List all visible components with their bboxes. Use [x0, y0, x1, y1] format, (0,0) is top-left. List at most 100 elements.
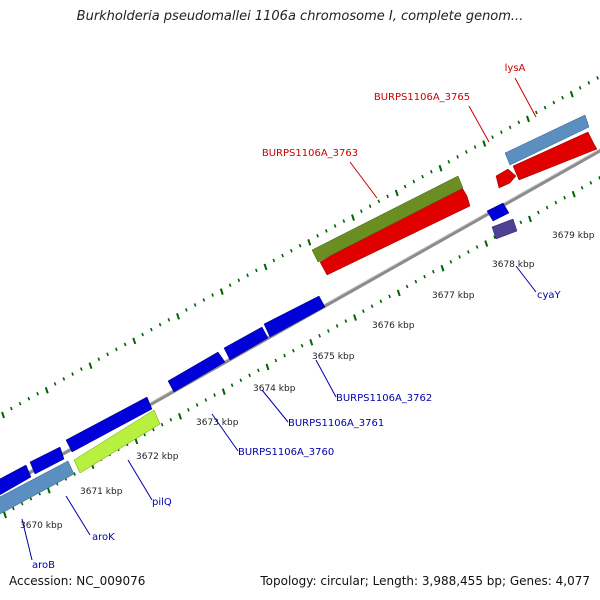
outer-tick	[561, 95, 564, 100]
outer-tick	[325, 229, 328, 233]
gene-arrow-cyaY[interactable]	[486, 202, 510, 222]
inner-tick	[221, 388, 226, 395]
outer-tick	[44, 387, 49, 394]
inner-tick	[327, 329, 330, 333]
inner-tick	[248, 373, 251, 378]
gene-arrow-pilQ[interactable]	[65, 396, 153, 453]
gene-arrow-aroB[interactable]	[0, 464, 32, 496]
outer-tick	[535, 110, 538, 115]
outer-tick	[360, 209, 363, 213]
outer-tick	[10, 406, 13, 411]
inner-tick	[563, 195, 566, 200]
gene-label-BURPS1106A_3762[interactable]: BURPS1106A_3762	[336, 393, 432, 404]
inner-tick	[344, 319, 348, 323]
gene-label-BURPS1106A_3765[interactable]: BURPS1106A_3765	[374, 92, 470, 103]
outer-tick	[569, 90, 574, 98]
outer-tick	[71, 372, 74, 376]
inner-tick	[300, 343, 304, 348]
gene-bar-cyaY-purple[interactable]	[491, 218, 518, 240]
tick-label: 3679 kbp	[552, 231, 595, 241]
leader-line-BURPS1106A_3761	[261, 389, 289, 423]
gene-bar-BURPS1106A_3763-olive[interactable]	[311, 175, 464, 263]
outer-tick	[246, 273, 249, 278]
inner-tick	[309, 338, 314, 346]
gene-arrow-BURPS1106A_3763[interactable]	[319, 183, 471, 276]
outer-tick	[298, 243, 302, 248]
gene-label-pilQ[interactable]: pilQ	[152, 497, 172, 508]
gene-arrow-aroK[interactable]	[29, 446, 65, 475]
outer-tick	[123, 342, 127, 347]
inner-tick	[388, 294, 391, 299]
leader-line-BURPS1106A_3762	[315, 359, 337, 398]
gene-bar-lysA-blue[interactable]	[504, 114, 590, 166]
outer-tick	[115, 347, 118, 352]
leader-line-BURPS1106A_3763	[349, 161, 378, 199]
gene-label-cyaY[interactable]: cyaY	[537, 290, 562, 301]
inner-tick	[405, 284, 409, 289]
gene-arrow-BURPS1106A_3760[interactable]	[167, 351, 226, 393]
inner-tick	[580, 185, 584, 190]
outer-tick	[552, 100, 556, 105]
outer-tick	[272, 258, 276, 263]
gene-arrow-BURPS1106A_3765[interactable]	[495, 168, 517, 189]
tick-label: 3675 kbp	[312, 352, 355, 362]
tick-label: 3678 kbp	[492, 260, 535, 270]
outer-tick	[263, 263, 268, 271]
gene-arrow-BURPS1106A_3762[interactable]	[263, 295, 326, 338]
gene-label-lysA[interactable]: lysA	[505, 63, 526, 74]
inner-tick	[230, 383, 234, 387]
outer-tick	[403, 184, 407, 189]
inner-tick	[12, 506, 15, 511]
leader-line-BURPS1106A_3760	[211, 413, 239, 452]
outer-tick	[377, 199, 381, 204]
inner-tick	[484, 240, 489, 247]
tick-labels: 3670 kbp 3671 kbp 3672 kbp 3673 kbp 3674 kbp…	[20, 231, 595, 531]
tick-label: 3674 kbp	[253, 384, 296, 394]
gene-bar-pilQ-lime[interactable]	[73, 409, 161, 474]
outer-tick	[211, 293, 214, 297]
outer-tick-track	[1, 76, 599, 419]
gene-label-aroK[interactable]: aroK	[92, 532, 115, 543]
inner-tick	[213, 393, 216, 397]
outer-tick	[150, 327, 153, 332]
inner-tick	[353, 314, 357, 321]
outer-tick	[386, 194, 389, 199]
topology-summary: Topology: circular; Length: 3,988,455 bp…	[260, 574, 590, 588]
leader-line-pilQ	[127, 459, 153, 501]
outer-tick	[1, 411, 5, 419]
inner-tick	[545, 205, 549, 210]
gene-labels: aroB aroK pilQ BURPS1106A_3760 BURPS1106A_37…	[32, 63, 562, 571]
leader-line-aroB	[21, 518, 33, 561]
gene-label-BURPS1106A_3761[interactable]: BURPS1106A_3761	[288, 418, 384, 429]
inner-tick	[467, 250, 470, 254]
inner-tick	[519, 220, 523, 225]
accession-text: Accession: NC_009076	[9, 574, 146, 588]
outer-tick	[491, 135, 494, 139]
gene-arrow-lysA[interactable]	[512, 131, 598, 181]
outer-tick	[456, 155, 459, 159]
outer-tick	[27, 396, 31, 401]
outer-tick	[36, 391, 39, 396]
inner-tick	[178, 412, 182, 420]
outer-tick	[290, 248, 293, 253]
outer-tick	[430, 169, 433, 174]
outer-tick	[421, 174, 424, 179]
inner-tick	[73, 472, 76, 476]
outer-tick	[185, 308, 188, 312]
gene-label-BURPS1106A_3763[interactable]: BURPS1106A_3763	[262, 148, 358, 159]
tick-label: 3671 kbp	[80, 487, 123, 497]
outer-tick	[88, 362, 93, 369]
gene-bar-aroB-blue[interactable]	[0, 460, 75, 515]
outer-tick	[106, 352, 109, 357]
leader-line-BURPS1106A_3765	[468, 105, 490, 143]
inner-tick	[292, 348, 295, 353]
outer-tick	[342, 219, 346, 223]
gene-label-aroB[interactable]: aroB	[32, 560, 55, 571]
outer-tick	[167, 317, 171, 322]
inner-tick	[440, 264, 445, 272]
gene-arrow-BURPS1106A_3761[interactable]	[223, 326, 269, 361]
gene-label-BURPS1106A_3760[interactable]: BURPS1106A_3760	[238, 447, 334, 458]
inner-tick	[274, 358, 278, 363]
outer-tick	[237, 278, 241, 283]
